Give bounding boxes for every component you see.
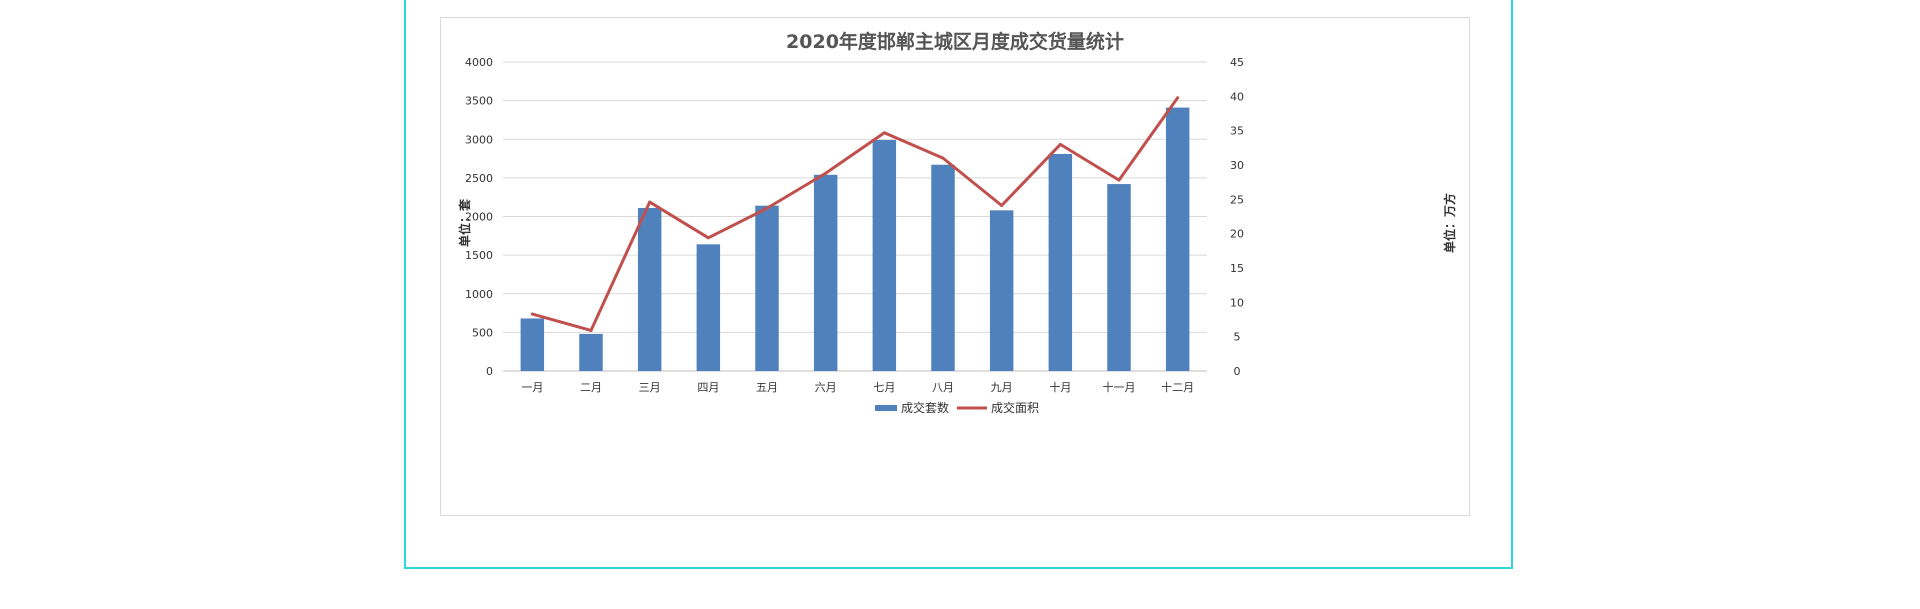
x-tick-label: 十月	[1049, 380, 1071, 394]
line-point-6	[824, 171, 828, 175]
legend-label-units: 成交套数	[901, 400, 949, 415]
line-point-5	[765, 206, 769, 210]
bar-9	[989, 210, 1014, 371]
left-axis-label: 单位：套	[457, 198, 472, 247]
line-point-11	[1117, 178, 1121, 182]
line-point-8	[941, 156, 945, 160]
bar-12	[1165, 107, 1190, 371]
right-tick-label: 45	[1230, 56, 1244, 69]
bar-4	[696, 244, 721, 371]
right-tick-label: 40	[1230, 90, 1244, 103]
left-tick-label: 2000	[465, 211, 493, 224]
left-tick-label: 3000	[465, 133, 493, 146]
left-tick-label: 1000	[465, 288, 493, 301]
bar-6	[813, 174, 838, 371]
legend-label-area: 成交面积	[991, 400, 1039, 415]
line-point-7	[882, 131, 886, 135]
axis-ticks: 0 500 1000 1500 2000 2500 3000 3500 4000 0 5 10 15 20…	[465, 56, 1244, 394]
bar-1	[520, 318, 545, 371]
bar-11	[1107, 184, 1131, 371]
left-tick-label: 1500	[465, 249, 493, 262]
right-tick-label: 5	[1234, 331, 1241, 344]
bar-series-units	[520, 107, 1190, 371]
x-tick-label: 二月	[580, 381, 602, 394]
bar-5	[755, 205, 779, 371]
left-tick-label: 2500	[465, 172, 493, 185]
right-tick-label: 35	[1230, 125, 1244, 138]
bar-3	[637, 208, 662, 371]
left-tick-label: 4000	[465, 56, 493, 69]
right-axis-label: 单位：万方	[1442, 193, 1457, 253]
x-tick-label: 六月	[815, 381, 837, 394]
grid-lines	[503, 61, 1207, 372]
right-tick-label: 0	[1234, 365, 1241, 378]
line-point-3	[648, 200, 652, 204]
x-tick-label: 三月	[639, 381, 661, 394]
x-tick-label: 十一月	[1103, 380, 1136, 394]
left-tick-label: 3500	[465, 95, 493, 108]
area-line	[531, 96, 1179, 332]
x-tick-label: 八月	[932, 381, 954, 394]
x-tick-label: 九月	[991, 381, 1013, 394]
right-tick-label: 30	[1230, 159, 1244, 172]
bar-8	[931, 164, 955, 371]
right-tick-label: 10	[1230, 296, 1244, 309]
x-tick-label: 五月	[756, 381, 778, 394]
bar-7	[872, 140, 897, 371]
x-tick-label: 七月	[873, 381, 895, 394]
right-tick-label: 20	[1230, 228, 1244, 241]
bar-2	[579, 333, 603, 371]
legend-swatch-units	[875, 405, 897, 411]
right-tick-label: 15	[1230, 262, 1244, 275]
bar-10	[1048, 153, 1073, 371]
line-point-10	[1058, 142, 1062, 146]
left-tick-label: 500	[472, 326, 493, 339]
combo-chart: 2020年度邯郸主城区月度成交货量统计 05001000150020002500…	[457, 30, 1457, 415]
chart-container: 2020年度邯郸主城区月度成交货量统计 0 500 1000 1500 2000 2500…	[440, 17, 1470, 516]
line-point-4	[706, 236, 710, 240]
line-point-1	[530, 312, 534, 316]
x-tick-label: 十二月	[1161, 380, 1194, 394]
right-tick-label: 25	[1230, 193, 1244, 206]
x-tick-label: 四月	[697, 381, 719, 394]
left-tick-label: 0	[486, 365, 493, 378]
line-series-area	[530, 96, 1180, 332]
line-point-12	[1176, 96, 1180, 100]
chart-legend: 成交套数 成交面积	[875, 400, 1039, 415]
line-point-9	[1000, 204, 1004, 208]
x-tick-label: 一月	[521, 381, 543, 394]
chart-title: 2020年度邯郸主城区月度成交货量统计	[786, 30, 1124, 53]
line-point-2	[589, 328, 593, 332]
